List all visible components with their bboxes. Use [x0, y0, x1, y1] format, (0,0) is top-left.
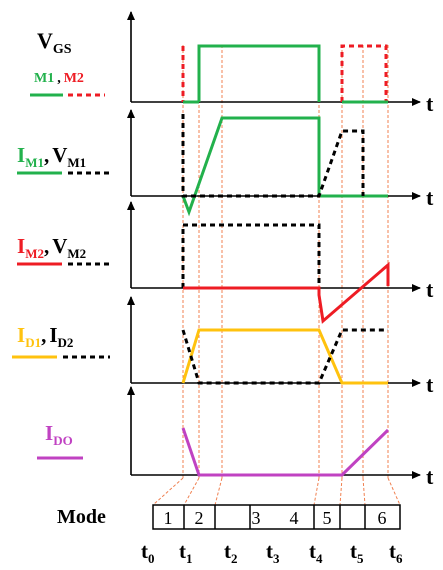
t-axis-labels: t t t t t — [426, 91, 434, 489]
im2-wave — [183, 261, 390, 324]
ido-wave — [181, 427, 390, 477]
vgs-label: VGS — [37, 28, 72, 57]
time-t2: t2 — [224, 539, 238, 566]
ido-label: IDO — [45, 421, 73, 448]
vgs-m1-wave — [197, 44, 321, 102]
t-label-3: t — [426, 277, 434, 302]
t-label-2: t — [426, 185, 434, 210]
mode-box — [152, 504, 401, 530]
t-label-1: t — [426, 91, 434, 116]
time-t1: t1 — [179, 539, 193, 566]
im1-vm1-label: IM1, VM1 — [17, 143, 86, 170]
im2-vm2-label: IM2, VM2 — [17, 234, 86, 261]
time-t4: t4 — [309, 539, 323, 566]
vm1-wave — [181, 114, 365, 198]
time-t3: t3 — [266, 539, 280, 566]
mode-4: 4 — [290, 508, 299, 528]
time-guide-lines — [152, 45, 401, 506]
axes — [127, 11, 421, 479]
im2-vm2-panel — [181, 223, 390, 324]
mode-6: 6 — [378, 508, 387, 528]
id1-id2-panel — [181, 328, 388, 385]
im1-wave — [181, 116, 388, 217]
vgs-panel — [181, 44, 388, 104]
im1-vm1-panel — [181, 114, 388, 217]
id1-id2-label: ID1, ID2 — [17, 323, 73, 350]
mode-5: 5 — [323, 508, 332, 528]
time-labels: t0 t1 t2 t3 t4 t5 t6 — [141, 539, 403, 566]
time-t5: t5 — [350, 539, 364, 566]
t-label-4: t — [426, 372, 434, 397]
mode-3: 3 — [252, 508, 261, 528]
ido-panel — [181, 427, 390, 477]
vm2-wave — [181, 223, 321, 288]
m1-m2-label: M1, M2 — [34, 71, 84, 86]
mode-2: 2 — [195, 508, 204, 528]
signal-labels: VGS M1, M2 IM1, VM1 IM2, VM2 ID1, ID2 IDO — [12, 28, 110, 460]
mode-1: 1 — [164, 508, 173, 528]
t-label-5: t — [426, 464, 434, 489]
mode-label: Mode — [57, 506, 106, 528]
mode-row: Mode 1 2 3 4 5 6 — [57, 504, 401, 530]
time-t0: t0 — [141, 539, 155, 566]
id2-wave — [181, 328, 388, 385]
vgs-m2-pulse-2 — [340, 44, 388, 102]
time-t6: t6 — [389, 539, 403, 566]
id1-wave — [181, 328, 388, 385]
